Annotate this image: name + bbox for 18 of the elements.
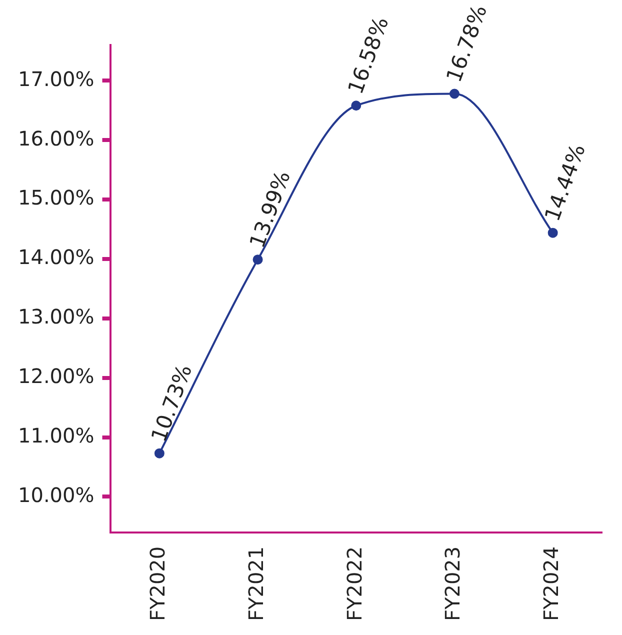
y-tick-label: 14.00% (18, 245, 94, 270)
point (252, 254, 263, 265)
y-tick-label: 15.00% (18, 186, 94, 210)
y-tick-label: 13.00% (18, 304, 94, 329)
x-tick-label: FY2022 (342, 546, 366, 622)
point (154, 448, 164, 458)
y-tick-label: 12.00% (18, 364, 94, 388)
y-tick-label: 16.00% (18, 126, 94, 150)
y-tick-label: 11.00% (18, 423, 94, 448)
point (449, 88, 460, 99)
point (351, 100, 362, 111)
x-tick-label: FY2020 (146, 546, 170, 622)
x-tick-label: FY2021 (244, 546, 268, 622)
x-tick-label: FY2023 (440, 546, 465, 622)
y-tick-label: 10.00% (18, 482, 94, 507)
x-tick-label: FY2024 (539, 546, 564, 622)
point (548, 228, 558, 238)
y-tick-label: 17.00% (18, 66, 94, 91)
